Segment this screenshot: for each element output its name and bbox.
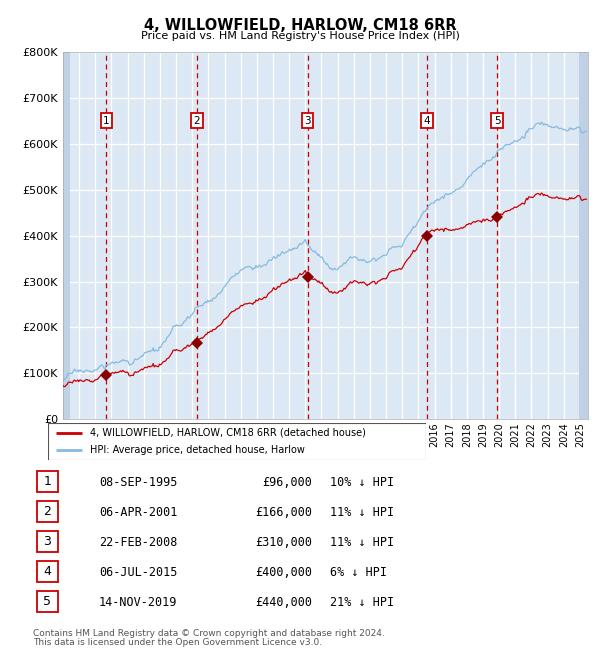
Text: £440,000: £440,000	[255, 595, 312, 608]
Text: 22-FEB-2008: 22-FEB-2008	[99, 536, 178, 549]
Text: 11% ↓ HPI: 11% ↓ HPI	[330, 506, 394, 519]
FancyBboxPatch shape	[37, 471, 58, 492]
Text: 21% ↓ HPI: 21% ↓ HPI	[330, 595, 394, 608]
Text: 4: 4	[43, 565, 52, 578]
Text: 10% ↓ HPI: 10% ↓ HPI	[330, 476, 394, 489]
Text: £166,000: £166,000	[255, 506, 312, 519]
FancyBboxPatch shape	[48, 422, 426, 460]
Text: 5: 5	[43, 595, 52, 608]
FancyBboxPatch shape	[37, 561, 58, 582]
Text: 11% ↓ HPI: 11% ↓ HPI	[330, 536, 394, 549]
Text: 1: 1	[43, 475, 52, 488]
Text: 08-SEP-1995: 08-SEP-1995	[99, 476, 178, 489]
Text: 4, WILLOWFIELD, HARLOW, CM18 6RR: 4, WILLOWFIELD, HARLOW, CM18 6RR	[143, 18, 457, 32]
Text: 4: 4	[424, 116, 430, 126]
Text: 06-JUL-2015: 06-JUL-2015	[99, 566, 178, 578]
Bar	[63, 52, 70, 419]
Text: 14-NOV-2019: 14-NOV-2019	[99, 595, 178, 608]
Text: 2: 2	[193, 116, 200, 126]
Text: Price paid vs. HM Land Registry's House Price Index (HPI): Price paid vs. HM Land Registry's House …	[140, 31, 460, 41]
Text: £96,000: £96,000	[262, 476, 312, 489]
Text: Contains HM Land Registry data © Crown copyright and database right 2024.: Contains HM Land Registry data © Crown c…	[33, 629, 385, 638]
FancyBboxPatch shape	[37, 531, 58, 552]
Text: £400,000: £400,000	[255, 566, 312, 578]
Text: 3: 3	[304, 116, 311, 126]
Text: 06-APR-2001: 06-APR-2001	[99, 506, 178, 519]
FancyBboxPatch shape	[37, 501, 58, 522]
Text: £310,000: £310,000	[255, 536, 312, 549]
Text: 5: 5	[494, 116, 500, 126]
FancyBboxPatch shape	[37, 591, 58, 612]
Text: This data is licensed under the Open Government Licence v3.0.: This data is licensed under the Open Gov…	[33, 638, 322, 647]
Text: 1: 1	[103, 116, 110, 126]
Text: HPI: Average price, detached house, Harlow: HPI: Average price, detached house, Harl…	[89, 445, 304, 455]
Text: 4, WILLOWFIELD, HARLOW, CM18 6RR (detached house): 4, WILLOWFIELD, HARLOW, CM18 6RR (detach…	[89, 428, 365, 438]
Text: 6% ↓ HPI: 6% ↓ HPI	[330, 566, 387, 578]
Bar	[578, 52, 595, 419]
Text: 3: 3	[43, 535, 52, 548]
Text: 2: 2	[43, 505, 52, 518]
